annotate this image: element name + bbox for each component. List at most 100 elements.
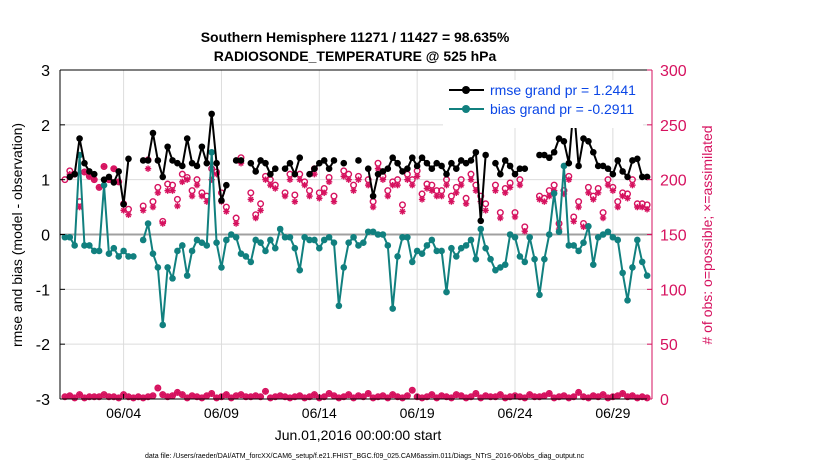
assimilated-obs-marker: [325, 178, 333, 186]
assimilated-obs-marker: [413, 173, 421, 180]
bias-point: [565, 242, 573, 249]
bias-point: [448, 244, 455, 252]
rmse-point: [594, 162, 602, 170]
assimilated-obs-marker: [467, 176, 475, 183]
bias-point: [604, 228, 612, 236]
rmse-point: [325, 165, 333, 172]
assimilated-obs-marker: [110, 165, 118, 172]
assimilated-obs-marker: [81, 168, 88, 176]
assimilated-obs-marker-bottom: [409, 387, 416, 394]
rmse-point: [418, 154, 426, 162]
assimilated-obs-marker-bottom: [149, 392, 157, 399]
bias-point: [159, 321, 167, 329]
bias-point: [428, 236, 436, 244]
bias-point: [643, 272, 651, 279]
legend: rmse grand pr = 1.2441 bias grand pr = -…: [443, 80, 643, 128]
bias-point: [320, 236, 328, 244]
rmse-point: [580, 135, 587, 142]
assimilated-obs-marker-bottom: [619, 390, 626, 397]
bias-point: [71, 242, 78, 249]
axis-ticks: 06/04 06/09 06/14 06/19 06/24 06/29 -3 -2 -1 0 1 2 3…: [36, 63, 687, 421]
legend-rmse-label: rmse grand pr = 1.2441: [490, 82, 636, 98]
rmse-point: [599, 162, 607, 170]
y-tick-label-left: -3: [36, 392, 50, 409]
rmse-point: [428, 165, 436, 172]
bias-point: [374, 231, 382, 238]
assimilated-obs-marker: [306, 192, 313, 200]
assimilated-obs-marker: [345, 176, 352, 183]
y-tick-label-right: 100: [660, 282, 687, 299]
assimilated-obs-marker: [247, 196, 255, 203]
rmse-point: [550, 148, 558, 156]
possible-obs-marker: [173, 195, 181, 203]
assimilated-obs-marker: [516, 181, 524, 189]
bias-point: [404, 233, 411, 241]
bias-point: [286, 233, 294, 241]
assimilated-obs-marker: [267, 181, 274, 189]
rmse-point: [262, 159, 269, 167]
rmse-point: [413, 162, 421, 170]
assimilated-obs-marker-bottom: [575, 389, 582, 396]
bias-point: [594, 233, 602, 241]
y-tick-label-left: 3: [41, 63, 50, 80]
assimilated-obs-marker: [624, 195, 631, 202]
bias-point: [149, 250, 157, 257]
rmse-point: [203, 159, 211, 167]
bias-point: [501, 261, 509, 268]
bias-point: [526, 233, 533, 241]
rmse-point: [252, 168, 260, 175]
rmse-point: [506, 162, 514, 170]
bias-point: [316, 244, 323, 252]
assimilated-obs-marker: [575, 203, 582, 211]
assimilated-obs-marker: [541, 198, 548, 205]
possible-obs-marker: [257, 200, 265, 208]
assimilated-obs-marker-bottom: [404, 392, 411, 399]
assimilated-obs-marker: [521, 228, 528, 235]
rmse-point: [139, 157, 147, 164]
bias-point: [208, 148, 215, 156]
rmse-point: [188, 159, 196, 167]
bias-point: [555, 228, 563, 236]
assimilated-obs-marker: [609, 187, 617, 194]
rmse-point: [482, 151, 489, 159]
bias-point: [198, 239, 206, 247]
bias-point: [599, 231, 607, 238]
rmse-point: [369, 192, 377, 200]
rmse-point: [193, 162, 201, 170]
bias-point: [81, 242, 88, 249]
assimilated-obs-marker: [355, 176, 362, 183]
bias-point: [169, 275, 176, 282]
bias-point: [115, 253, 123, 260]
bias-point: [183, 272, 191, 279]
chart-title: Southern Hemisphere 11271 / 11427 = 98.6…: [201, 29, 510, 45]
assimilated-obs-marker-bottom: [599, 391, 607, 398]
possible-obs-marker: [178, 170, 186, 178]
rmse-point: [232, 157, 240, 164]
rmse-point: [174, 159, 181, 167]
rmse-point: [281, 165, 289, 172]
rmse-point: [257, 157, 264, 164]
rmse-point: [384, 165, 392, 172]
rmse-point: [516, 165, 524, 172]
assimilated-obs-marker: [301, 181, 308, 189]
rmse-point: [90, 170, 98, 178]
bias-point: [281, 233, 289, 241]
rmse-point: [355, 157, 362, 164]
rmse-point: [560, 137, 568, 145]
assimilated-obs-marker: [409, 181, 416, 189]
assimilated-obs-marker: [159, 220, 166, 227]
rmse-point: [589, 148, 597, 156]
bias-point: [232, 233, 240, 241]
assimilated-obs-marker-bottom: [325, 390, 333, 397]
bias-point: [433, 247, 441, 255]
rmse-point: [125, 155, 132, 163]
rmse-point: [457, 157, 465, 164]
assimilated-obs-marker: [502, 189, 509, 197]
rmse-point: [585, 137, 592, 145]
bias-point: [110, 244, 118, 252]
rmse-point: [609, 170, 617, 178]
bias-point: [418, 250, 426, 257]
assimilated-obs-marker: [629, 181, 636, 189]
bias-point: [100, 181, 108, 189]
bias-point: [164, 264, 171, 271]
